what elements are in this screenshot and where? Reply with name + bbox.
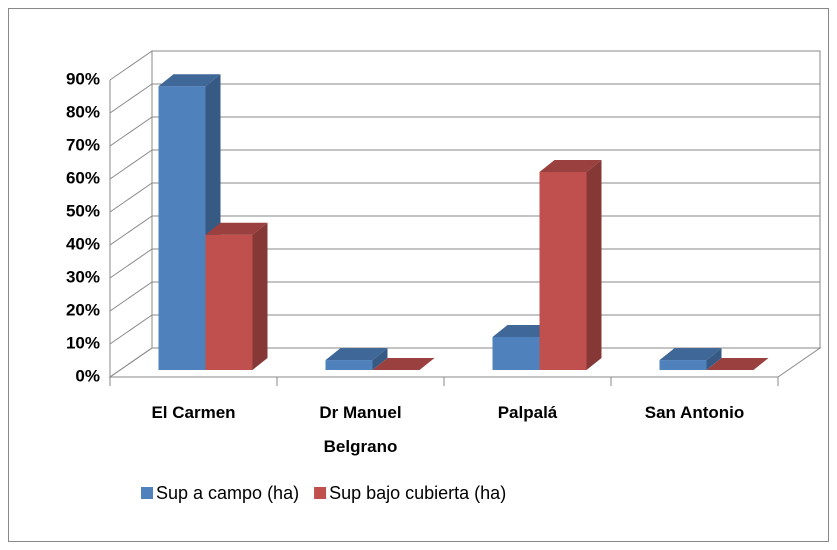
grid-line-side: [109, 347, 153, 378]
bar-front: [158, 86, 206, 370]
bar-top: [325, 348, 388, 361]
y-tick-label: 50%: [66, 201, 100, 220]
grid-line-side: [109, 50, 153, 81]
grid-line-side: [109, 83, 153, 114]
bar: [325, 348, 388, 370]
bar: [659, 348, 722, 370]
bar-front: [539, 172, 587, 370]
y-tick-label: 90%: [66, 69, 100, 88]
bar-front: [659, 360, 707, 370]
bar: [205, 222, 268, 370]
bar-front: [492, 337, 540, 370]
y-tick-label: 0%: [75, 366, 100, 385]
x-tick-label: El Carmen: [151, 403, 236, 422]
bar: [158, 74, 221, 370]
y-tick-label: 20%: [66, 300, 100, 319]
legend-label: Sup bajo cubierta (ha): [329, 483, 506, 503]
bar-side: [586, 160, 602, 370]
grid-line-side: [109, 215, 153, 246]
grid-line-side: [109, 281, 153, 312]
y-tick-label: 60%: [66, 168, 100, 187]
bar-side: [372, 348, 388, 370]
bar: [539, 160, 602, 370]
grid-line-side: [109, 116, 153, 147]
y-tick-label: 80%: [66, 102, 100, 121]
bar-front: [325, 360, 373, 370]
x-tick-label: Dr Manuel Belgrano: [319, 403, 402, 456]
bar-top: [539, 160, 602, 172]
x-tick-label: Palpalá: [497, 403, 558, 422]
bar-front: [205, 234, 253, 370]
bar-top: [372, 358, 435, 370]
grid-line-side: [109, 248, 153, 279]
bar-top: [205, 222, 268, 235]
grid-line-side: [109, 149, 153, 180]
y-tick-label: 30%: [66, 267, 100, 286]
legend-label: Sup a campo (ha): [156, 483, 299, 503]
y-tick-label: 10%: [66, 333, 100, 352]
x-tick-label: San Antonio: [644, 403, 745, 422]
bar-top: [492, 325, 555, 337]
bar-side: [706, 348, 722, 370]
grid-line-side: [109, 314, 153, 345]
y-tick-label: 40%: [66, 234, 100, 253]
bar-top: [158, 74, 221, 87]
bar: [372, 358, 435, 370]
bar-top: [659, 348, 722, 361]
bar-top: [706, 358, 769, 370]
y-tick-label: 70%: [66, 135, 100, 154]
legend-swatch: [314, 487, 327, 499]
grid-line-side: [109, 182, 153, 213]
bar: [706, 358, 769, 370]
legend-swatch: [141, 487, 153, 499]
bar-side: [252, 222, 268, 370]
